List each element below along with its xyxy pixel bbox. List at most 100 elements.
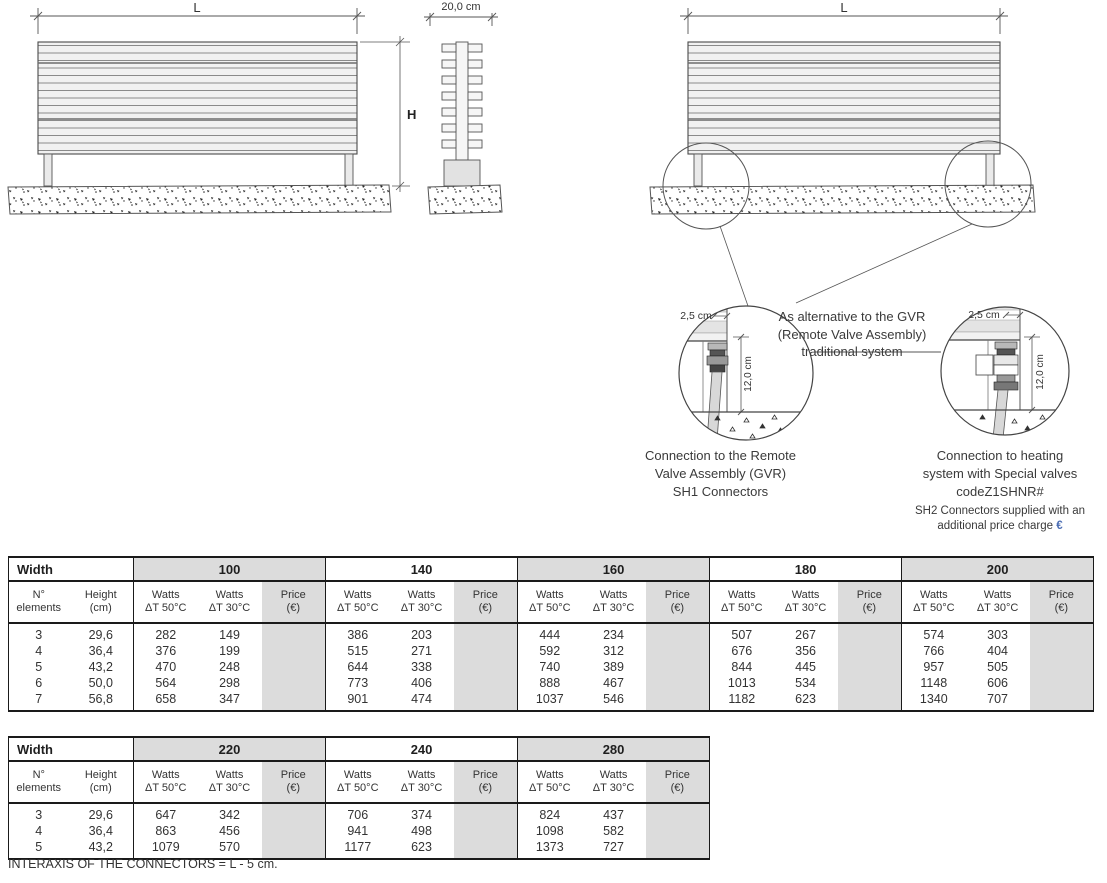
cell-watts-dt50: 1182: [709, 691, 774, 711]
cell-watts-dt50: 844: [709, 659, 774, 675]
height-dimension: [360, 36, 410, 192]
width-group-header: 240: [325, 737, 518, 761]
cell-watts-dt50: 592: [517, 643, 582, 659]
watts-dt50-header: Watts ΔT 50°C: [133, 761, 198, 803]
price-header: Price (€): [261, 581, 326, 623]
cell-price: [645, 675, 710, 691]
cell-height: 56,8: [88, 692, 113, 706]
cell-price: [1029, 623, 1094, 643]
cell-watts-dt30: 342: [219, 808, 240, 822]
header-line: Watts: [215, 769, 244, 781]
cell-price: [453, 643, 518, 659]
header-line: (cm): [89, 782, 112, 794]
cell-watts-dt50: 1037: [517, 691, 582, 711]
cell-watts-dt50: 564: [133, 675, 198, 691]
cell-watts-dt50: 282: [133, 623, 198, 643]
header-line: (€): [1054, 602, 1069, 614]
detail-right-content: [941, 307, 1069, 435]
ground-hatch: [7, 184, 392, 215]
watts-dt50-header: Watts ΔT 50°C: [517, 581, 582, 623]
header-line: Watts: [727, 589, 756, 601]
detail-circle-gvr: [678, 305, 814, 441]
header-line: ΔT 30°C: [208, 602, 251, 614]
cell-watts-dt30: 267: [795, 628, 816, 642]
cell-price: [645, 623, 710, 643]
table-row: 3 29,6 282 149 386 203 444 234 507 267 574 303: [9, 623, 1094, 643]
dim-label-depth-right: 12,0 cm: [1035, 354, 1046, 390]
header-line: Price: [664, 769, 690, 781]
cell-elements: 3: [35, 628, 43, 642]
cell-watts-dt50: 941: [325, 823, 390, 839]
cell-watts-dt30: 347: [219, 692, 240, 706]
dim-label-depth-left: 12,0 cm: [743, 356, 754, 392]
cell-watts-dt50: 740: [517, 659, 582, 675]
cell-watts-dt30: 303: [987, 628, 1008, 642]
cell-watts-dt30: 404: [987, 644, 1008, 658]
cell-price: [261, 691, 326, 711]
cell-watts-dt50: 901: [325, 691, 390, 711]
cell-price: [453, 675, 518, 691]
dim-label-offset-left: 2,5 cm: [680, 310, 712, 322]
table-row: 5 43,2 1079 570 1177 623 1373 727: [9, 839, 710, 859]
header-line: (€): [670, 782, 685, 794]
length-dimension: [30, 8, 365, 34]
cell-watts-dt50: 574: [901, 623, 966, 643]
cell-elements: 3: [35, 808, 43, 822]
cell-watts-dt30: 623: [411, 840, 432, 854]
cell-watts-dt50: 863: [133, 823, 198, 839]
header-line: ΔT 30°C: [208, 782, 251, 794]
side-width-dimension: [424, 12, 498, 26]
header-line: elements: [16, 602, 62, 614]
cell-watts-dt30: 389: [603, 660, 624, 674]
header-line: (€): [478, 782, 493, 794]
header-line: ΔT 50°C: [145, 602, 187, 614]
cell-watts-dt30: 456: [219, 824, 240, 838]
cell-watts-dt30: 298: [219, 676, 240, 690]
elements-header: N° elements: [9, 761, 69, 803]
dim-label-length: L: [840, 0, 847, 15]
header-line: Price: [1048, 589, 1074, 601]
ground-triangles: [684, 414, 784, 439]
length-dimension: [680, 8, 1008, 34]
table-row: 5 43,2 470 248 644 338 740 389 844 445 957 505: [9, 659, 1094, 675]
watts-dt50-header: Watts ΔT 50°C: [517, 761, 582, 803]
detail-circle-special-valves: [940, 306, 1070, 436]
width-group-header: 280: [517, 737, 710, 761]
cell-watts-dt50: 1373: [517, 839, 582, 859]
cell-price: [837, 675, 902, 691]
table-row: 3 29,6 647 342 706 374 824 437: [9, 803, 710, 823]
connection-pipe: [991, 389, 1009, 435]
radiator-leg: [43, 153, 53, 187]
watts-dt50-header: Watts ΔT 50°C: [325, 581, 390, 623]
header-line: ΔT 30°C: [592, 602, 635, 614]
cell-elements: 7: [35, 692, 43, 706]
cell-price: [453, 803, 518, 823]
caption-line: codeZ1SHNR#: [956, 484, 1044, 499]
cell-price: [1029, 643, 1094, 659]
alt-note-line: (Remote Valve Assembly): [777, 326, 927, 342]
header-line: ΔT 50°C: [529, 782, 571, 794]
header-line: ΔT 50°C: [337, 782, 379, 794]
width-label: Width: [17, 561, 53, 577]
header-line: Watts: [791, 589, 820, 601]
connection-pipe: [706, 371, 723, 440]
header-line: (€): [286, 602, 300, 614]
alternative-system-note: As alternative to the GVR (Remote Valve …: [762, 308, 942, 361]
header-line: (€): [286, 782, 300, 794]
cell-price: [453, 839, 518, 859]
table-row: 4 36,4 376 199 515 271 592 312 676 356 766 404: [9, 643, 1094, 659]
watts-dt30-header: Watts ΔT 30°C: [390, 761, 454, 803]
watts-dt30-header: Watts ΔT 30°C: [966, 581, 1030, 623]
header-line: Price: [280, 769, 306, 781]
alt-note-line: As alternative to the GVR: [778, 309, 926, 324]
watts-dt30-header: Watts ΔT 30°C: [198, 581, 262, 623]
price-header: Price (€): [453, 581, 518, 623]
cell-price: [645, 823, 710, 839]
cell-watts-dt50: 515: [325, 643, 390, 659]
interaxis-note: INTERAXIS OF THE CONNECTORS = L - 5 cm.: [8, 857, 278, 871]
header-line: ΔT 50°C: [721, 602, 763, 614]
cell-height: 29,6: [88, 628, 113, 642]
caption-line: system with Special valves: [922, 466, 1078, 481]
cell-watts-dt30: 498: [411, 824, 432, 838]
cell-watts-dt30: 203: [411, 628, 432, 642]
